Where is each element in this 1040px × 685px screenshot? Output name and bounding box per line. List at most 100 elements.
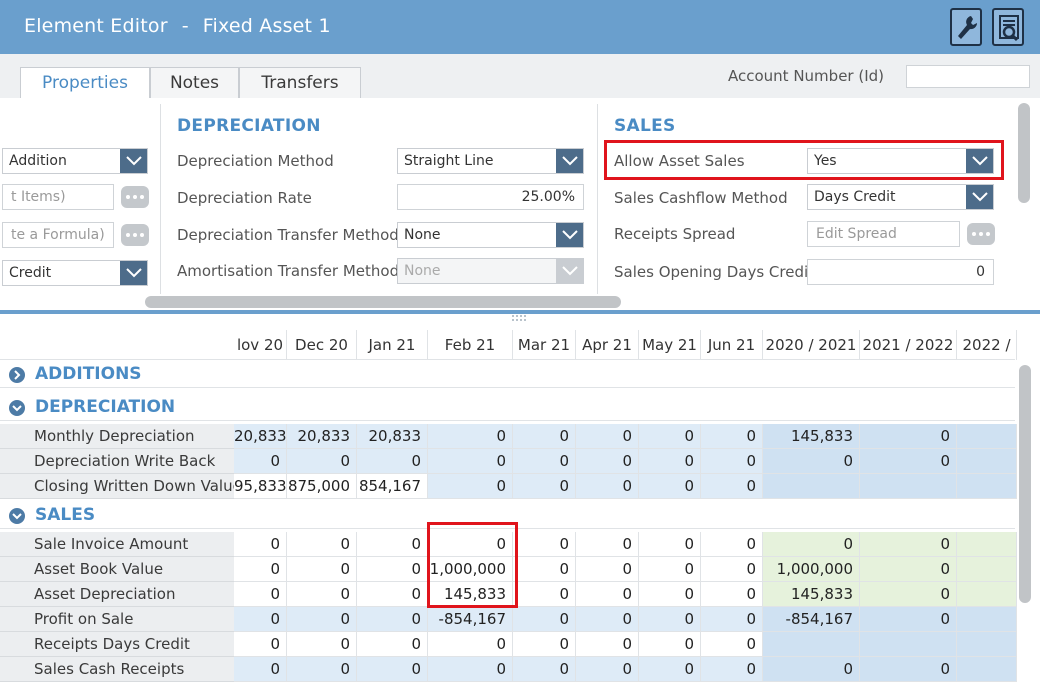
table-cell[interactable]: 0 xyxy=(701,657,763,682)
table-cell[interactable]: 1,000,000 xyxy=(763,557,860,582)
table-cell[interactable]: 0 xyxy=(576,532,639,557)
receipts-spread-more-button[interactable] xyxy=(967,223,995,245)
table-cell[interactable]: 0 xyxy=(428,449,513,474)
table-cell[interactable]: 0 xyxy=(287,582,357,607)
table-cell[interactable]: 854,167 xyxy=(357,474,428,499)
table-cell[interactable]: 0 xyxy=(860,532,957,557)
grid-vertical-scrollbar[interactable] xyxy=(1019,365,1031,603)
table-cell[interactable]: 145,833 xyxy=(763,424,860,449)
section-additions[interactable]: ADDITIONS xyxy=(0,362,1015,388)
table-cell[interactable]: 0 xyxy=(639,474,701,499)
account-number-input[interactable] xyxy=(906,65,1030,88)
row-selector[interactable] xyxy=(0,424,28,449)
table-cell[interactable]: 0 xyxy=(639,557,701,582)
table-cell[interactable] xyxy=(957,582,1017,607)
row-selector[interactable] xyxy=(0,582,28,607)
table-cell[interactable]: 0 xyxy=(639,607,701,632)
table-cell[interactable]: 0 xyxy=(701,607,763,632)
table-cell[interactable]: 0 xyxy=(639,582,701,607)
table-cell[interactable]: 0 xyxy=(234,632,287,657)
table-cell[interactable]: 0 xyxy=(576,474,639,499)
table-cell[interactable]: 20,833 xyxy=(234,424,287,449)
properties-vertical-scrollbar[interactable] xyxy=(1018,103,1030,203)
table-cell[interactable]: 0 xyxy=(428,632,513,657)
table-cell[interactable]: 0 xyxy=(513,532,576,557)
table-cell[interactable]: 0 xyxy=(513,582,576,607)
table-cell[interactable]: 0 xyxy=(701,582,763,607)
search-document-button[interactable] xyxy=(992,8,1024,46)
row-selector[interactable] xyxy=(0,632,28,657)
table-cell[interactable]: 0 xyxy=(639,532,701,557)
row-selector[interactable] xyxy=(0,532,28,557)
table-cell[interactable]: 0 xyxy=(513,557,576,582)
table-cell[interactable]: 0 xyxy=(513,632,576,657)
table-cell[interactable]: 0 xyxy=(234,557,287,582)
depreciation-transfer-method-select[interactable]: None xyxy=(397,222,584,248)
section-sales[interactable]: SALES xyxy=(0,503,1015,529)
table-cell[interactable]: 20,833 xyxy=(287,424,357,449)
table-cell[interactable]: 0 xyxy=(287,449,357,474)
row-selector[interactable] xyxy=(0,607,28,632)
table-cell[interactable]: 0 xyxy=(576,449,639,474)
table-cell[interactable]: 1,000,000 xyxy=(428,557,513,582)
table-cell[interactable] xyxy=(957,474,1017,499)
table-cell[interactable]: 0 xyxy=(287,657,357,682)
receipts-spread-input[interactable]: Edit Spread xyxy=(807,221,960,247)
table-cell[interactable]: 0 xyxy=(860,424,957,449)
table-cell[interactable]: 0 xyxy=(860,582,957,607)
table-cell[interactable]: 0 xyxy=(860,557,957,582)
table-cell[interactable]: 0 xyxy=(576,657,639,682)
table-cell[interactable]: 0 xyxy=(513,657,576,682)
table-cell[interactable] xyxy=(957,557,1017,582)
table-cell[interactable]: 0 xyxy=(576,582,639,607)
table-cell[interactable]: 0 xyxy=(701,557,763,582)
table-cell[interactable]: 0 xyxy=(357,657,428,682)
depreciation-method-select[interactable]: Straight Line xyxy=(397,148,584,174)
addition-select[interactable]: Addition xyxy=(2,148,148,174)
table-cell[interactable]: 0 xyxy=(701,532,763,557)
table-cell[interactable]: 0 xyxy=(428,474,513,499)
formula-more-button[interactable] xyxy=(121,224,149,246)
table-cell[interactable]: 0 xyxy=(357,607,428,632)
table-cell[interactable]: 0 xyxy=(513,474,576,499)
table-cell[interactable]: 0 xyxy=(576,607,639,632)
table-cell[interactable]: 0 xyxy=(860,657,957,682)
table-cell[interactable]: 0 xyxy=(763,532,860,557)
items-more-button[interactable] xyxy=(121,186,149,208)
table-cell[interactable]: 0 xyxy=(576,557,639,582)
table-cell[interactable] xyxy=(957,424,1017,449)
table-cell[interactable] xyxy=(957,607,1017,632)
table-cell[interactable]: 0 xyxy=(701,474,763,499)
properties-horizontal-scrollbar[interactable] xyxy=(145,296,621,308)
table-cell[interactable] xyxy=(860,474,957,499)
table-cell[interactable]: 0 xyxy=(513,424,576,449)
table-cell[interactable]: 0 xyxy=(513,607,576,632)
table-cell[interactable] xyxy=(763,474,860,499)
table-cell[interactable] xyxy=(957,532,1017,557)
table-cell[interactable]: 0 xyxy=(639,657,701,682)
table-cell[interactable]: 0 xyxy=(860,607,957,632)
table-cell[interactable]: 0 xyxy=(357,532,428,557)
table-cell[interactable]: 0 xyxy=(576,424,639,449)
table-cell[interactable] xyxy=(957,632,1017,657)
table-cell[interactable]: 0 xyxy=(860,449,957,474)
table-cell[interactable]: 145,833 xyxy=(428,582,513,607)
collapse-chevron-icon[interactable] xyxy=(9,400,25,416)
table-cell[interactable]: 0 xyxy=(428,424,513,449)
table-cell[interactable]: 0 xyxy=(234,532,287,557)
row-selector[interactable] xyxy=(0,449,28,474)
splitter-grip-icon[interactable] xyxy=(512,315,526,321)
formula-input[interactable]: te a Formula) xyxy=(2,222,114,248)
table-cell[interactable]: 0 xyxy=(287,607,357,632)
table-cell[interactable]: 0 xyxy=(639,449,701,474)
table-cell[interactable]: 0 xyxy=(234,582,287,607)
table-cell[interactable]: 0 xyxy=(513,449,576,474)
table-cell[interactable]: 0 xyxy=(763,449,860,474)
table-cell[interactable]: 0 xyxy=(234,657,287,682)
row-selector[interactable] xyxy=(0,657,28,682)
allow-asset-sales-select[interactable]: Yes xyxy=(807,148,994,174)
section-depreciation[interactable]: DEPRECIATION xyxy=(0,395,1015,421)
expand-chevron-icon[interactable] xyxy=(9,367,25,383)
table-cell[interactable]: 0 xyxy=(357,557,428,582)
table-cell[interactable] xyxy=(957,657,1017,682)
